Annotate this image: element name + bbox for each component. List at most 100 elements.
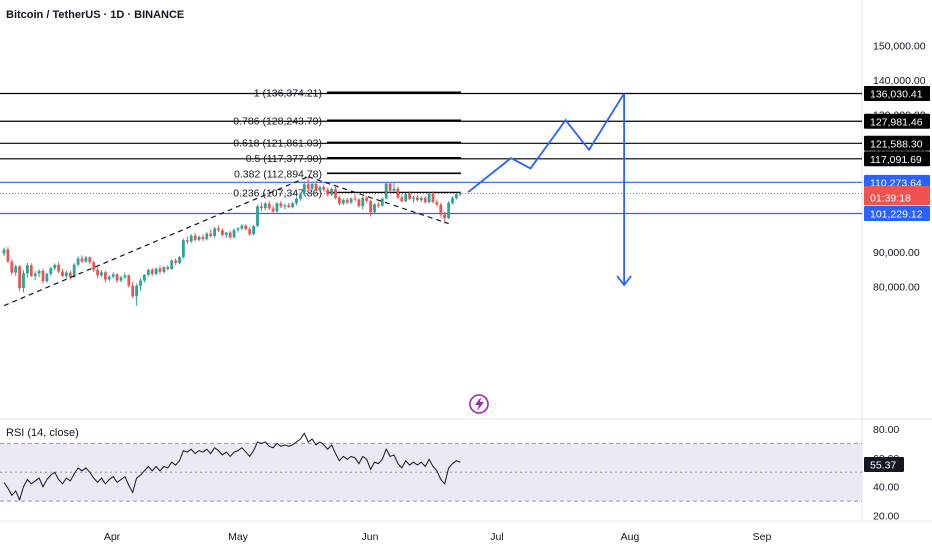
candle xyxy=(334,187,337,200)
candle-body xyxy=(162,267,166,272)
date-tick-label: Jul xyxy=(490,531,503,543)
price-label-text: 117,091.69 xyxy=(870,154,922,166)
candle-body xyxy=(53,264,57,269)
candle xyxy=(228,230,232,239)
candle xyxy=(139,277,142,291)
candle-body xyxy=(6,249,10,262)
candle xyxy=(158,265,162,275)
candle-body xyxy=(279,203,283,207)
price-label-bg xyxy=(864,113,930,129)
candle xyxy=(345,197,349,205)
lightning-icon-ring xyxy=(469,394,489,414)
candle xyxy=(26,262,29,278)
candle-body xyxy=(236,228,240,230)
candle xyxy=(408,190,411,201)
fib-label-1: 0.786 (128,243.79) xyxy=(233,115,322,127)
fib-label-4: 0.382 (112,894.78) xyxy=(234,168,322,180)
candle-body xyxy=(213,228,216,237)
candle xyxy=(260,202,263,212)
price-label-box: 101,229.12 xyxy=(864,206,930,222)
candle-body xyxy=(384,183,388,199)
candle-body xyxy=(217,228,220,231)
candle xyxy=(10,259,14,275)
candle xyxy=(14,264,18,277)
candle-body xyxy=(33,273,37,277)
candle xyxy=(341,198,345,205)
candle xyxy=(76,256,80,267)
price-label-box: 117,091.69 xyxy=(864,151,930,167)
candle-body xyxy=(228,232,232,238)
candle-body xyxy=(170,260,174,270)
candle-body xyxy=(361,197,365,207)
candle xyxy=(240,223,244,231)
candle xyxy=(131,281,135,299)
rsi-tick-label: 40.00 xyxy=(873,482,899,494)
candle-body xyxy=(299,194,302,199)
rsi-line xyxy=(3,432,461,502)
candle-body xyxy=(150,269,154,274)
candle-body xyxy=(439,204,443,215)
candle xyxy=(96,267,99,279)
candle xyxy=(185,236,189,245)
candle xyxy=(412,196,415,203)
candle xyxy=(29,263,33,278)
candle-body xyxy=(306,184,310,189)
fib-label-0: 1 (136,374.21) xyxy=(254,87,322,99)
candle xyxy=(45,272,49,283)
candle-body xyxy=(287,205,291,208)
candle xyxy=(201,234,205,241)
candle-body xyxy=(72,264,76,278)
candle xyxy=(447,201,450,220)
candle-body xyxy=(10,261,14,273)
candle xyxy=(162,266,166,274)
candle xyxy=(252,224,255,236)
candle-body xyxy=(263,203,267,209)
rsi-tick-label: 20.00 xyxy=(873,511,899,523)
candle xyxy=(271,205,275,214)
candle-body xyxy=(431,193,435,202)
price-label-bg xyxy=(864,190,930,206)
candle-body xyxy=(295,198,298,204)
price-tick-label: 90,000.00 xyxy=(873,247,920,259)
date-tick-label: Apr xyxy=(104,531,121,543)
candle-body xyxy=(182,240,185,258)
candle xyxy=(295,197,298,206)
candle-body xyxy=(267,203,271,209)
candle-body xyxy=(283,205,287,207)
candle xyxy=(123,272,127,280)
candle-body xyxy=(377,204,380,206)
candle xyxy=(299,192,302,201)
candle xyxy=(224,231,228,239)
candle xyxy=(392,182,396,193)
price-tick-label: 150,000.00 xyxy=(873,40,926,52)
candle xyxy=(322,184,326,192)
candle xyxy=(170,259,174,270)
candle-body xyxy=(330,189,333,195)
candle xyxy=(127,274,131,288)
candle-body xyxy=(119,277,123,281)
candle xyxy=(357,198,361,208)
candle-body xyxy=(396,188,400,198)
candle xyxy=(88,256,92,265)
candle xyxy=(384,181,388,200)
candle-body xyxy=(326,189,330,195)
candle-body xyxy=(61,271,64,277)
price-label-box: 121,588.30 xyxy=(864,135,930,151)
candle xyxy=(291,201,294,209)
candle-body xyxy=(252,226,255,235)
candle xyxy=(439,202,443,217)
candle xyxy=(353,194,357,202)
candle xyxy=(6,247,10,263)
lightning-icon xyxy=(469,394,489,414)
candle-body xyxy=(68,272,72,278)
candle-body xyxy=(408,193,411,199)
candle xyxy=(61,268,64,278)
candle-body xyxy=(135,285,138,297)
date-tick-label: Jun xyxy=(362,531,379,543)
candle xyxy=(135,283,138,306)
candle xyxy=(310,182,314,191)
date-tick-label: Aug xyxy=(621,531,640,543)
rsi-tick-label: 80.00 xyxy=(873,424,899,436)
